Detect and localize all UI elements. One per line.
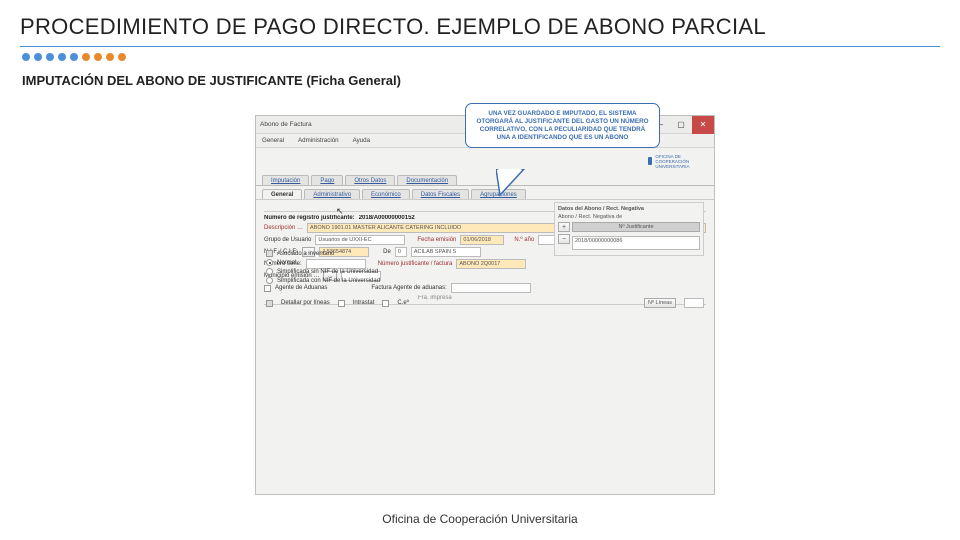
app-logo: OFICINA DE COOPERACIÓN UNIVERSITARIA bbox=[648, 150, 708, 172]
abono-list[interactable]: 2018/00000000086 bbox=[572, 236, 700, 250]
radio-simp-sin[interactable] bbox=[266, 268, 273, 275]
callout-text: UNA VEZ GUARDADO E IMPUTADO, EL SISTEMA … bbox=[476, 110, 648, 141]
intrastat-checkbox[interactable] bbox=[338, 300, 345, 307]
app-window: Abono de Factura — ▢ ✕ General Administr… bbox=[255, 115, 715, 495]
numjustfact-field[interactable]: ABONO 2Q0017 bbox=[456, 259, 526, 269]
add-button[interactable]: + bbox=[558, 222, 570, 232]
num-registro-label: Número de registro justificante: bbox=[264, 215, 355, 221]
menu-help[interactable]: Ayuda bbox=[353, 137, 370, 144]
detallar-checkbox[interactable] bbox=[266, 300, 273, 307]
maximize-button[interactable]: ▢ bbox=[670, 116, 692, 134]
subtab-admin[interactable]: Administrativo bbox=[304, 189, 360, 199]
tab-pago[interactable]: Pago bbox=[311, 175, 343, 185]
num-just-header: Nº Justificante bbox=[572, 222, 700, 232]
callout: UNA VEZ GUARDADO E IMPUTADO, EL SISTEMA … bbox=[465, 103, 660, 148]
bottom-row: Detallar por líneas Intrastat C.eº Nº Lí… bbox=[266, 298, 704, 308]
sub-tabs: General Administrativo Económico Datos F… bbox=[256, 186, 714, 200]
close-button[interactable]: ✕ bbox=[692, 116, 714, 134]
fecha-label: Fecha emisión bbox=[417, 237, 456, 243]
remove-button[interactable]: − bbox=[558, 234, 570, 244]
asoc-inv-checkbox[interactable] bbox=[266, 250, 273, 257]
subtab-fisc[interactable]: Datos Fiscales bbox=[412, 189, 469, 199]
subtab-general[interactable]: General bbox=[262, 189, 302, 199]
tab-imputacion[interactable]: Imputación bbox=[262, 175, 309, 185]
nlineas-field[interactable] bbox=[684, 298, 704, 308]
window-title: Abono de Factura bbox=[260, 121, 312, 128]
nlineas-button[interactable]: Nº Líneas bbox=[644, 298, 676, 308]
descripcion-label: Descripción … bbox=[264, 225, 303, 231]
menu-general[interactable]: General bbox=[262, 137, 284, 144]
main-tabs: Imputación Pago Otros Datos Documentació… bbox=[256, 172, 714, 186]
menu-admin[interactable]: Administración bbox=[298, 137, 339, 144]
radio-normal[interactable] bbox=[266, 259, 273, 266]
page-footer: Oficina de Cooperación Universitaria bbox=[0, 512, 960, 526]
num-registro-value: 2018/A00000000152 bbox=[359, 215, 415, 221]
tab-doc[interactable]: Documentación bbox=[397, 175, 457, 185]
abono-panel: Datos del Abono / Rect. Negativa Abono /… bbox=[554, 202, 704, 256]
radio-simp-con[interactable] bbox=[266, 277, 273, 284]
grupo-label: Grupo de Usuario bbox=[264, 237, 311, 243]
slide-subtitle: IMPUTACIÓN DEL ABONO DE JUSTIFICANTE (Fi… bbox=[0, 61, 960, 94]
slide-title: PROCEDIMIENTO DE PAGO DIRECTO. EJEMPLO D… bbox=[0, 0, 960, 44]
subtab-econ[interactable]: Económico bbox=[362, 189, 410, 199]
nanyo-label: N.º año bbox=[514, 237, 534, 243]
decorative-dots bbox=[0, 47, 960, 61]
fecha-field[interactable]: 01/06/2018 bbox=[460, 235, 504, 245]
grupo-field[interactable]: Usuarios de UXXI-EC bbox=[315, 235, 405, 245]
form-area: ↖ Número de registro justificante: 2018/… bbox=[256, 200, 714, 316]
abono-panel-header: Datos del Abono / Rect. Negativa bbox=[558, 206, 700, 212]
invoice-type-panel: Asociado a inventario Normal Simplificad… bbox=[266, 248, 466, 286]
tab-otros[interactable]: Otros Datos bbox=[345, 175, 395, 185]
abono-panel-sub: Abono / Rect. Negativa de bbox=[558, 214, 700, 220]
ce-checkbox[interactable] bbox=[382, 300, 389, 307]
